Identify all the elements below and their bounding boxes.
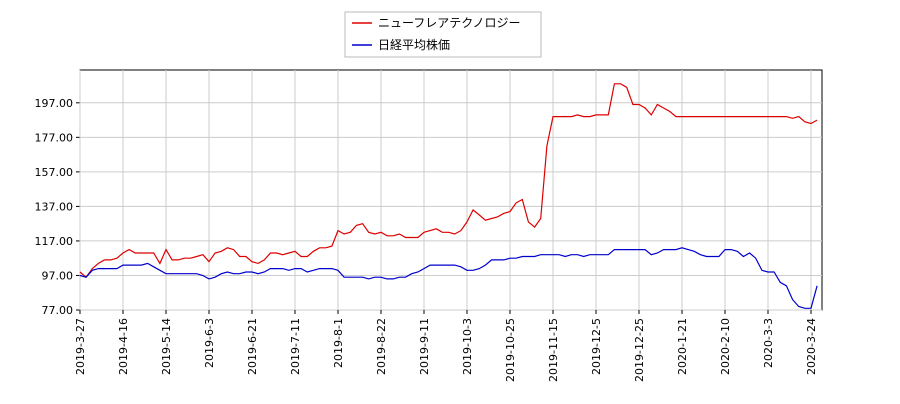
x-tick-label: 2020-3-24 [805, 318, 818, 375]
x-tick-label: 2019-10-25 [504, 318, 517, 382]
x-tick-label: 2019-8-22 [375, 318, 388, 375]
y-tick-label: 77.00 [42, 304, 74, 317]
x-tick-label: 2020-3-3 [762, 318, 775, 368]
y-tick-label: 137.00 [35, 200, 74, 213]
y-tick-label: 157.00 [35, 166, 74, 179]
x-tick-label: 2019-11-15 [547, 318, 560, 382]
x-tick-label: 2019-3-27 [74, 318, 87, 375]
x-tick-label: 2019-12-25 [633, 318, 646, 382]
x-tick-label: 2019-6-21 [246, 318, 259, 375]
y-tick-label: 197.00 [35, 97, 74, 110]
series-line [79, 83, 818, 279]
x-tick-label: 2019-7-11 [289, 318, 302, 375]
x-tick-label: 2019-6-3 [203, 318, 216, 368]
legend [344, 11, 542, 58]
y-tick-label: 117.00 [35, 235, 74, 248]
x-tick-label: 2019-10-3 [461, 318, 474, 375]
x-tick-label: 2020-2-10 [719, 318, 732, 375]
x-tick-label: 2019-8-1 [332, 318, 345, 368]
y-tick-label: 97.00 [42, 269, 74, 282]
x-tick-label: 2020-1-21 [676, 318, 689, 375]
legend-label: ニューフレアテクノロジー [378, 16, 521, 30]
x-tick-label: 2019-4-16 [117, 318, 130, 375]
x-tick-label: 2019-5-14 [160, 318, 173, 375]
series-line [79, 247, 818, 309]
y-tick-label: 177.00 [35, 131, 74, 144]
legend-label: 日経平均株価 [378, 37, 450, 52]
x-tick-label: 2019-12-5 [590, 318, 603, 375]
x-tick-label: 2019-9-11 [418, 318, 431, 375]
